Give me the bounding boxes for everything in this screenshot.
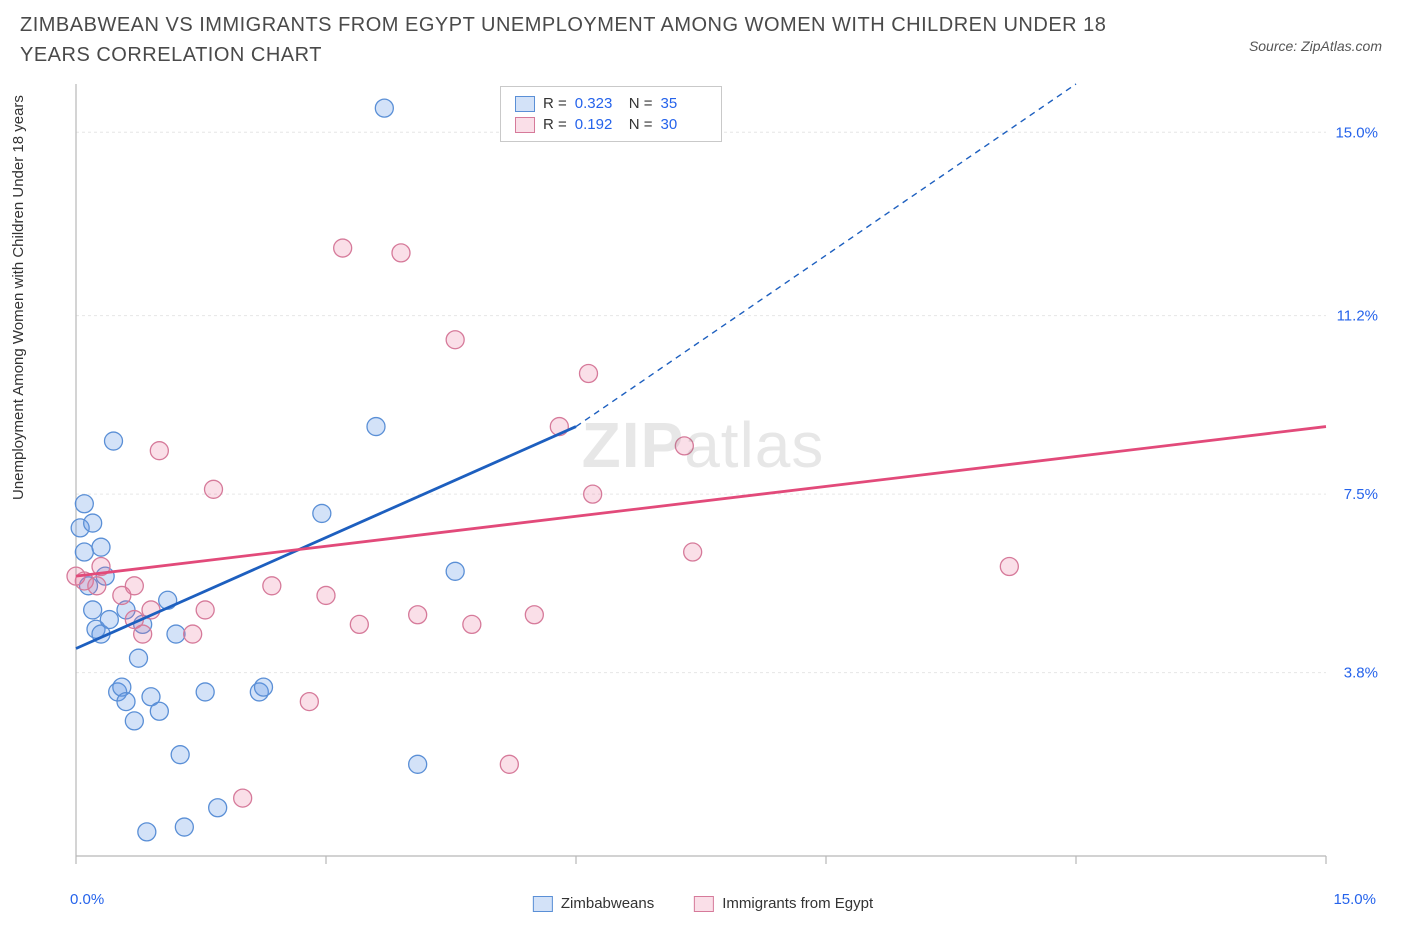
- stat-r-label: R =: [543, 116, 567, 133]
- y-tick-label: 11.2%: [1337, 308, 1378, 325]
- stat-n-label: N =: [629, 95, 653, 112]
- scatter-plot: 3.8% 7.5% 11.2% 15.0%: [20, 80, 1386, 910]
- legend-item-zimbabweans: Zimbabweans: [533, 895, 654, 912]
- stats-row-egypt: R = 0.192 N = 30: [515, 114, 707, 135]
- chart-area: Unemployment Among Women with Children U…: [20, 80, 1386, 910]
- egypt-point: [150, 442, 168, 460]
- legend-item-egypt: Immigrants from Egypt: [694, 895, 873, 912]
- zimbabweans-point: [255, 678, 273, 696]
- zimbabweans-point: [313, 504, 331, 522]
- stat-n-value: 30: [661, 116, 707, 133]
- egypt-point: [1000, 558, 1018, 576]
- zimbabweans-point: [105, 432, 123, 450]
- zimbabweans-point: [167, 625, 185, 643]
- stat-n-label: N =: [629, 116, 653, 133]
- zimbabweans-point: [209, 799, 227, 817]
- zimbabweans-point: [150, 702, 168, 720]
- egypt-point: [196, 601, 214, 619]
- zimbabweans-point: [75, 543, 93, 561]
- legend-swatch: [515, 117, 535, 133]
- bottom-legend: Zimbabweans Immigrants from Egypt: [533, 895, 873, 912]
- zimbabweans-point: [117, 693, 135, 711]
- zimbabweans-trendline: [76, 427, 576, 649]
- zimbabweans-point: [138, 823, 156, 841]
- chart-title: ZIMBABWEAN VS IMMIGRANTS FROM EGYPT UNEM…: [20, 10, 1170, 70]
- zimbabweans-point: [130, 649, 148, 667]
- x-axis-min-label: 0.0%: [70, 891, 104, 908]
- legend-label: Immigrants from Egypt: [722, 895, 873, 912]
- zimbabweans-point: [375, 99, 393, 117]
- legend-swatch: [515, 96, 535, 112]
- zimbabweans-point: [84, 514, 102, 532]
- zimbabweans-point: [92, 538, 110, 556]
- zimbabweans-point: [171, 746, 189, 764]
- stat-r-value: 0.323: [575, 95, 621, 112]
- zimbabweans-point: [84, 601, 102, 619]
- egypt-point: [205, 480, 223, 498]
- egypt-point: [525, 606, 543, 624]
- x-axis-max-label: 15.0%: [1333, 891, 1376, 908]
- egypt-point: [334, 239, 352, 257]
- egypt-point: [350, 615, 368, 633]
- egypt-point: [184, 625, 202, 643]
- egypt-point: [300, 693, 318, 711]
- stat-r-label: R =: [543, 95, 567, 112]
- y-axis-label: Unemployment Among Women with Children U…: [10, 95, 27, 500]
- egypt-point: [463, 615, 481, 633]
- egypt-point: [684, 543, 702, 561]
- y-tick-label: 7.5%: [1344, 486, 1378, 503]
- chart-source: Source: ZipAtlas.com: [1249, 38, 1382, 54]
- zimbabweans-point: [75, 495, 93, 513]
- stats-row-zimbabweans: R = 0.323 N = 35: [515, 93, 707, 114]
- stat-r-value: 0.192: [575, 116, 621, 133]
- egypt-point: [675, 437, 693, 455]
- egypt-point: [234, 789, 252, 807]
- egypt-point: [446, 331, 464, 349]
- zimbabweans-point: [446, 562, 464, 580]
- egypt-point: [580, 365, 598, 383]
- zimbabweans-point: [100, 611, 118, 629]
- zimbabweans-point: [125, 712, 143, 730]
- egypt-point: [584, 485, 602, 503]
- legend-swatch: [533, 896, 553, 912]
- egypt-point: [392, 244, 410, 262]
- zimbabweans-point: [175, 818, 193, 836]
- egypt-point: [88, 577, 106, 595]
- y-tick-label: 15.0%: [1335, 124, 1378, 141]
- egypt-point: [134, 625, 152, 643]
- zimbabweans-point: [409, 755, 427, 773]
- legend-swatch: [694, 896, 714, 912]
- egypt-point: [409, 606, 427, 624]
- egypt-point: [500, 755, 518, 773]
- zimbabweans-point: [196, 683, 214, 701]
- stat-n-value: 35: [661, 95, 707, 112]
- egypt-point: [317, 586, 335, 604]
- egypt-point: [263, 577, 281, 595]
- stats-legend: R = 0.323 N = 35 R = 0.192 N = 30: [500, 86, 722, 142]
- y-tick-label: 3.8%: [1344, 665, 1378, 682]
- egypt-point: [125, 577, 143, 595]
- zimbabweans-point: [367, 418, 385, 436]
- legend-label: Zimbabweans: [561, 895, 654, 912]
- chart-header: ZIMBABWEAN VS IMMIGRANTS FROM EGYPT UNEM…: [0, 0, 1406, 70]
